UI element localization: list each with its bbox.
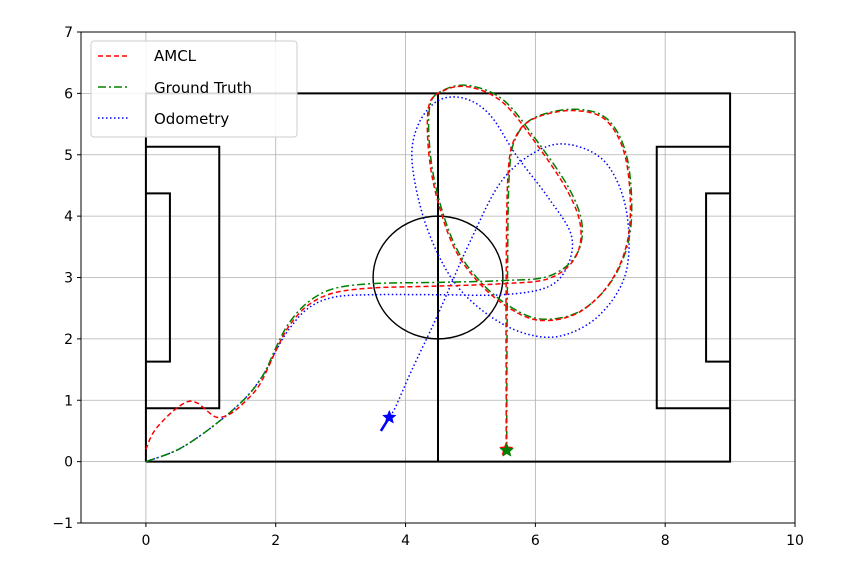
legend: AMCL Ground Truth Odometry	[90, 40, 298, 138]
x-tick-label: 2	[271, 533, 280, 549]
left-goal-box	[145, 192, 171, 363]
x-tick-label: 10	[786, 533, 804, 549]
legend-label-odometry: Odometry	[154, 110, 229, 128]
legend-box	[90, 40, 298, 138]
y-tick-label: 5	[64, 148, 73, 164]
trajectory-series	[145, 84, 633, 463]
x-tick-label: 6	[531, 533, 540, 549]
x-tick-label: 0	[141, 533, 150, 549]
y-tick-label: 1	[64, 393, 73, 409]
y-tick-label: 6	[64, 86, 73, 102]
x-tick-label: 8	[661, 533, 670, 549]
field-outline	[144, 92, 732, 463]
legend-label-amcl: AMCL	[154, 47, 197, 65]
center-circle	[372, 215, 504, 340]
end-marker-ground-truth	[499, 442, 515, 457]
soccer-field	[144, 92, 732, 463]
right-penalty-box	[655, 145, 731, 410]
series-line-odometry	[145, 96, 630, 463]
left-penalty-box	[145, 145, 221, 410]
axis-ticks: 0 2 4 6 8 10 −1 0 1 2 3 4 5 6 7	[52, 25, 804, 549]
legend-label-ground-truth: Ground Truth	[154, 79, 252, 97]
y-tick-label: 3	[64, 271, 73, 287]
y-tick-label: 7	[64, 25, 73, 41]
y-tick-label: −1	[52, 516, 73, 532]
right-goal-box	[705, 192, 731, 363]
y-tick-label: 4	[64, 209, 73, 225]
series-line-amcl	[145, 85, 632, 450]
y-tick-label: 2	[64, 332, 73, 348]
end-marker-odometry	[382, 409, 397, 424]
y-tick-label: 0	[64, 455, 73, 471]
x-tick-label: 4	[401, 533, 410, 549]
end-markers	[379, 409, 515, 457]
